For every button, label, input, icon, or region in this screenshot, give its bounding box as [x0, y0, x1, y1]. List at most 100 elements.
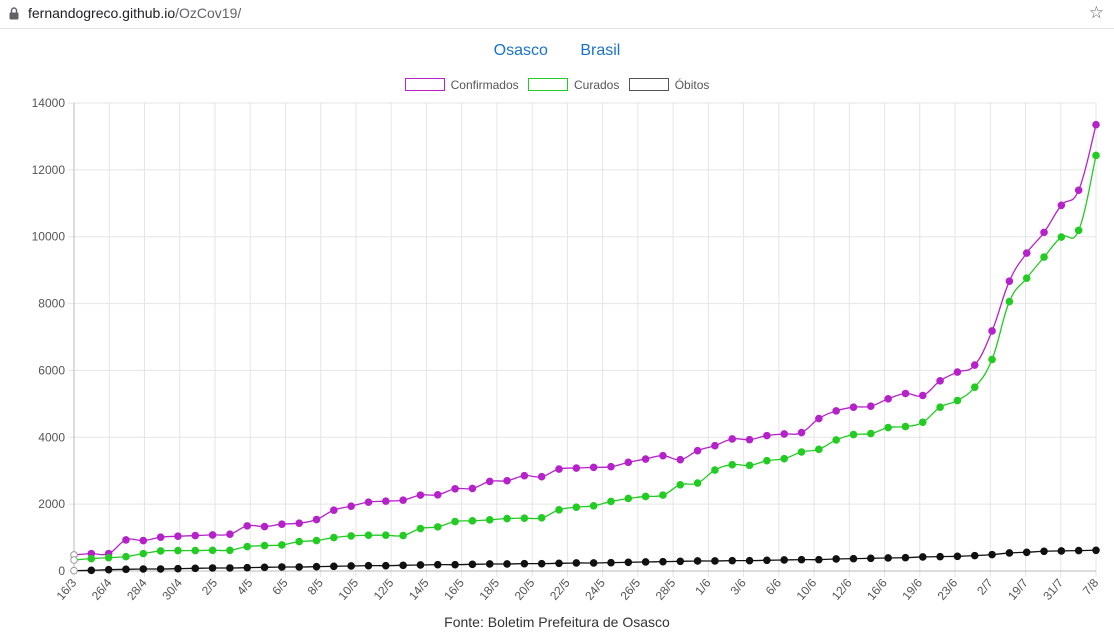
data-point-curados: [208, 546, 217, 555]
data-point-obitos: [607, 558, 615, 567]
y-tick-label: 6000: [38, 363, 65, 377]
data-point-obitos: [936, 552, 944, 561]
data-point-confirmados: [988, 327, 996, 335]
data-point-obitos: [763, 556, 771, 565]
data-point-obitos: [624, 558, 633, 567]
x-tick-label: 16/6: [864, 576, 890, 603]
nav-link-osasco[interactable]: Osasco: [493, 42, 548, 59]
nav-link-brasil[interactable]: Brasil: [580, 42, 621, 59]
chart-source-caption: Fonte: Boletim Prefeitura de Osasco: [444, 614, 670, 630]
data-point-obitos: [139, 565, 148, 573]
data-point-curados: [918, 418, 927, 427]
data-point-obitos: [191, 564, 200, 573]
data-point-curados: [70, 556, 78, 564]
chart-legend: Confirmados Curados Óbitos: [0, 78, 1114, 92]
legend-item-curados[interactable]: Curados: [527, 78, 619, 92]
data-point-confirmados: [1092, 120, 1100, 129]
data-point-obitos: [693, 557, 702, 565]
data-point-obitos: [243, 563, 252, 572]
data-point-confirmados: [832, 407, 840, 415]
data-point-confirmados: [226, 530, 234, 539]
data-point-confirmados: [433, 490, 442, 499]
legend-label-obitos: Óbitos: [674, 78, 710, 92]
data-point-obitos: [381, 561, 390, 570]
x-tick-label: 3/6: [727, 576, 749, 598]
data-point-confirmados: [901, 389, 910, 398]
data-point-confirmados: [572, 464, 581, 472]
x-tick-label: 22/5: [547, 576, 573, 603]
x-tick-label: 10/5: [335, 576, 361, 603]
data-point-curados: [260, 541, 269, 550]
x-tick-label: 19/7: [1005, 576, 1031, 603]
x-tick-label: 6/6: [763, 576, 785, 598]
data-point-confirmados: [693, 446, 702, 455]
data-point-curados: [953, 396, 962, 405]
data-point-confirmados: [641, 455, 650, 463]
data-point-curados: [433, 523, 442, 531]
data-point-curados: [312, 536, 321, 545]
x-tick-label: 4/5: [234, 576, 256, 598]
data-point-confirmados: [607, 462, 615, 471]
data-point-curados: [295, 537, 303, 546]
data-point-curados: [381, 531, 390, 540]
data-point-curados: [607, 497, 615, 506]
data-point-obitos: [711, 557, 719, 565]
bookmark-star-icon[interactable]: ☆: [1088, 3, 1104, 22]
data-point-curados: [1040, 253, 1048, 261]
x-tick-label: 19/6: [899, 576, 925, 603]
series-line-confirmados: [73, 124, 1097, 556]
data-point-curados: [780, 454, 789, 463]
legend-item-confirmados[interactable]: Confirmados: [404, 78, 519, 92]
data-point-obitos: [659, 557, 667, 566]
url-text[interactable]: fernandogreco.github.io/OzCov19/: [28, 5, 241, 21]
data-point-obitos: [745, 556, 754, 565]
data-point-obitos: [797, 555, 806, 564]
legend-item-obitos[interactable]: Óbitos: [628, 78, 710, 92]
data-point-curados: [936, 403, 944, 412]
data-point-obitos: [728, 556, 737, 565]
data-point-curados: [156, 547, 165, 555]
data-point-curados: [139, 549, 148, 558]
data-point-confirmados: [555, 465, 563, 473]
x-tick-label: 8/5: [305, 576, 327, 598]
data-point-curados: [1057, 233, 1066, 241]
data-point-obitos: [918, 553, 927, 561]
data-point-obitos: [122, 565, 130, 574]
data-point-obitos: [1074, 546, 1083, 555]
data-point-obitos: [849, 554, 858, 563]
data-point-curados: [520, 514, 529, 522]
data-point-confirmados: [1074, 186, 1083, 195]
x-tick-label: 31/7: [1040, 576, 1066, 603]
data-point-curados: [485, 516, 494, 524]
data-point-confirmados: [953, 368, 962, 376]
data-point-curados: [104, 553, 113, 562]
data-point-confirmados: [260, 522, 269, 531]
data-point-curados: [87, 554, 96, 563]
data-point-confirmados: [174, 532, 182, 541]
data-point-confirmados: [1057, 201, 1066, 210]
data-point-curados: [226, 546, 234, 555]
data-point-obitos: [87, 566, 96, 575]
data-point-confirmados: [191, 531, 200, 540]
data-point-curados: [572, 503, 581, 511]
data-point-confirmados: [659, 451, 667, 460]
y-tick-label: 0: [58, 564, 65, 578]
data-point-confirmados: [208, 531, 217, 539]
data-point-obitos: [156, 565, 165, 573]
data-point-curados: [745, 461, 754, 470]
data-point-confirmados: [139, 536, 148, 545]
x-tick-label: 18/5: [476, 576, 502, 603]
data-point-confirmados: [416, 491, 425, 499]
legend-swatch-confirmados: [404, 78, 445, 91]
data-point-curados: [797, 448, 806, 456]
data-point-confirmados: [520, 471, 529, 480]
y-tick-label: 14000: [32, 96, 66, 110]
data-point-confirmados: [676, 455, 685, 464]
data-point-curados: [451, 517, 459, 526]
data-point-confirmados: [1005, 277, 1014, 285]
data-point-obitos: [520, 559, 529, 568]
browser-address-bar[interactable]: fernandogreco.github.io/OzCov19/ ☆: [0, 0, 1114, 29]
x-tick-label: 23/6: [935, 576, 961, 603]
data-point-confirmados: [364, 498, 373, 506]
y-tick-label: 4000: [38, 430, 65, 444]
